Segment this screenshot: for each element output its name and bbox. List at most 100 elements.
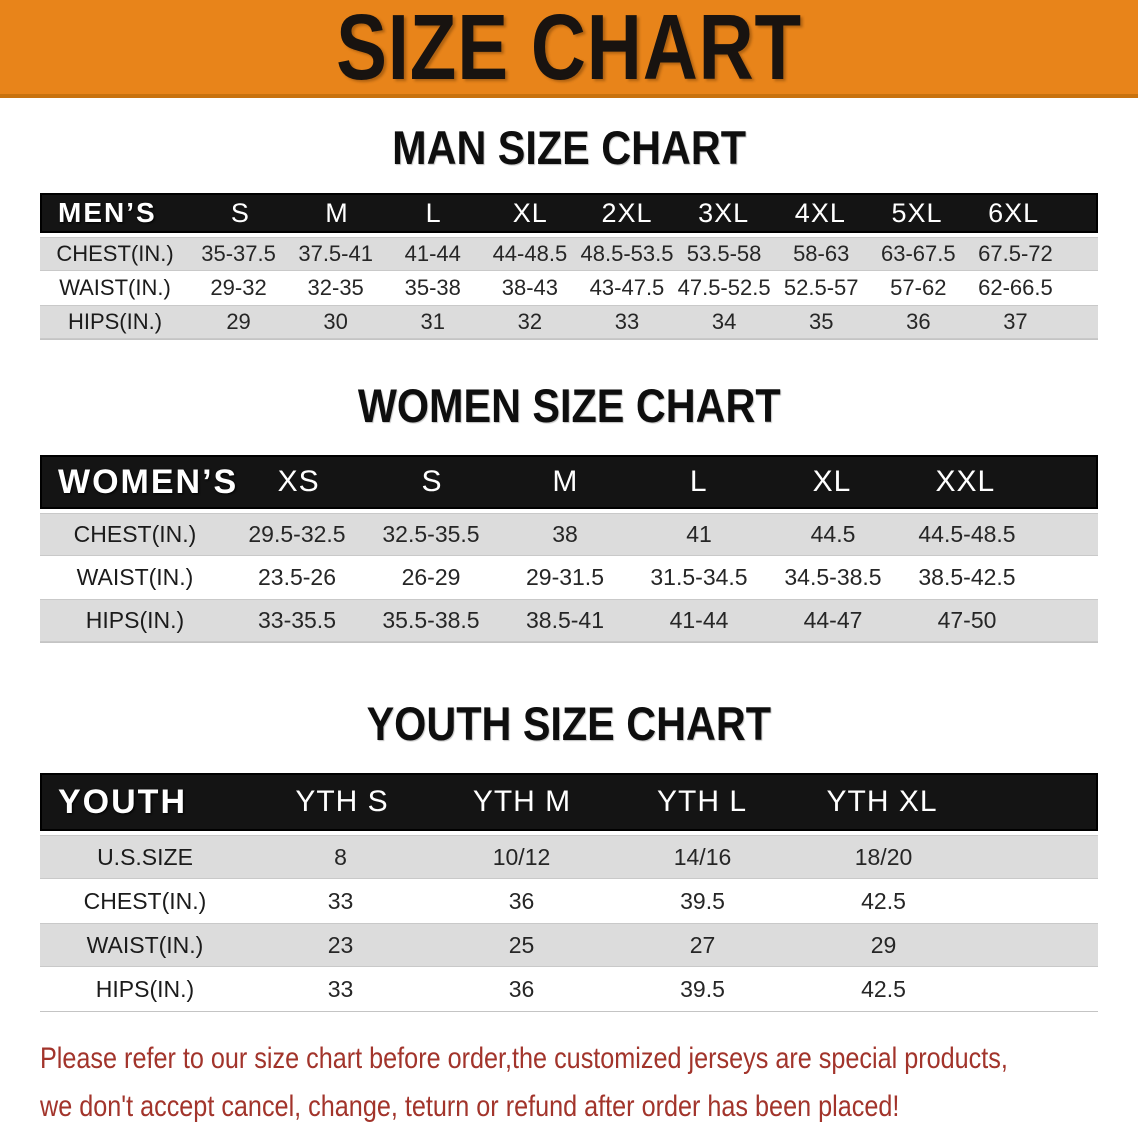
size-value: 33	[327, 975, 354, 1002]
size-value: 47-50	[937, 607, 997, 633]
table-row: WAIST(IN.) 23.5-26 26-29 29-31.5 31.5-34.5 34…	[40, 556, 1098, 599]
size-value: 33	[614, 309, 640, 334]
size-value: 38.5-41	[525, 607, 604, 633]
size-column-header: L	[425, 197, 442, 228]
size-value: 32.5-35.5	[382, 521, 480, 547]
row-label: WAIST(IN.)	[76, 564, 194, 590]
size-value: 37	[1003, 309, 1028, 334]
size-column-header: M	[325, 197, 349, 228]
size-value: 35-38	[404, 275, 461, 300]
size-column-header: 6XL	[988, 197, 1040, 228]
size-value: 38	[552, 521, 578, 547]
size-column-header: YTH L	[656, 785, 748, 818]
table-header-label: YOUTH	[58, 782, 187, 821]
women-size-table: WOMEN’S XS S M L XL XXL CHEST(IN.) 29.5-32.5 32.5…	[40, 455, 1098, 643]
size-value: 35-37.5	[201, 241, 276, 266]
size-value: 36	[508, 975, 535, 1002]
size-value: 23	[327, 931, 354, 958]
size-value: 35.5-38.5	[382, 607, 480, 633]
size-value: 52.5-57	[783, 275, 859, 300]
size-value: 29	[870, 931, 897, 958]
size-value: 63-67.5	[881, 241, 956, 266]
size-value: 38.5-42.5	[918, 564, 1016, 590]
row-label: U.S.SIZE	[97, 843, 193, 870]
size-value: 42.5	[861, 887, 906, 914]
size-value: 37.5-41	[298, 241, 373, 266]
row-label: WAIST(IN.)	[86, 931, 204, 958]
size-value: 58-63	[793, 241, 850, 266]
size-value: 41-44	[404, 241, 461, 266]
size-value: 8	[334, 843, 347, 870]
size-value: 53.5-58	[686, 241, 762, 266]
size-column-header: S	[421, 465, 443, 498]
size-value: 44-48.5	[492, 241, 568, 266]
size-value: 47.5-52.5	[677, 275, 771, 300]
size-value: 35	[808, 309, 834, 334]
size-column-header: YTH XL	[826, 785, 938, 818]
size-column-header: XS	[277, 465, 320, 498]
table-row: WAIST(IN.) 23 25 27 29	[40, 923, 1098, 967]
size-value: 44.5	[810, 521, 856, 547]
size-column-header: 5XL	[891, 197, 943, 228]
size-column-header: M	[552, 465, 579, 498]
size-value: 39.5	[680, 887, 725, 914]
size-value: 57-62	[890, 275, 947, 300]
size-value: 44.5-48.5	[918, 521, 1016, 547]
size-value: 62-66.5	[978, 275, 1053, 300]
women-section-heading: WOMEN SIZE CHART	[357, 379, 781, 432]
table-row: CHEST(IN.) 29.5-32.5 32.5-35.5 38 41 44.5 44.5…	[40, 513, 1098, 556]
men-section-heading: MAN SIZE CHART	[392, 121, 746, 174]
size-value: 41-44	[669, 607, 729, 633]
size-column-header: L	[689, 465, 708, 498]
size-value: 29-31.5	[525, 564, 604, 590]
banner: SIZE CHART	[0, 0, 1138, 98]
size-value: 43-47.5	[589, 275, 665, 300]
size-value: 36	[508, 887, 535, 914]
size-value: 39.5	[680, 975, 725, 1002]
disclaimer-line-1: Please refer to our size chart before or…	[40, 1042, 1008, 1075]
row-label: HIPS(IN.)	[67, 309, 163, 334]
size-value: 48.5-53.5	[580, 241, 674, 266]
size-value: 29.5-32.5	[248, 521, 346, 547]
size-value: 34.5-38.5	[784, 564, 882, 590]
table-header-label: MEN’S	[58, 197, 157, 228]
table-row: CHEST(IN.) 35-37.5 37.5-41 41-44 44-48.5 48.5…	[40, 237, 1098, 271]
row-label: CHEST(IN.)	[56, 241, 174, 266]
size-value: 31	[420, 309, 446, 334]
size-value: 29-32	[210, 275, 267, 300]
row-label: HIPS(IN.)	[95, 975, 195, 1002]
table-row: U.S.SIZE 8 10/12 14/16 18/20	[40, 835, 1098, 879]
size-column-header: XL	[512, 197, 548, 228]
size-value: 33	[327, 887, 354, 914]
size-value: 42.5	[861, 975, 906, 1002]
table-row: WAIST(IN.) 29-32 32-35 35-38 38-43 43-47.5 47.…	[40, 271, 1098, 305]
size-column-header: 3XL	[698, 197, 750, 228]
size-value: 23.5-26	[257, 564, 336, 590]
size-value: 30	[323, 309, 348, 334]
size-column-header: 2XL	[601, 197, 653, 228]
table-row: CHEST(IN.) 33 36 39.5 42.5	[40, 879, 1098, 923]
size-value: 32-35	[307, 275, 364, 300]
size-value: 18/20	[854, 843, 913, 870]
table-row: HIPS(IN.) 33 36 39.5 42.5	[40, 967, 1098, 1011]
disclaimer: Please refer to our size chart before or…	[40, 1035, 1138, 1131]
table-header-row: YOUTH YTH S YTH M YTH L YTH XL	[40, 773, 1098, 831]
disclaimer-line-2: we don't accept cancel, change, teturn o…	[40, 1090, 900, 1123]
table-row: HIPS(IN.) 29 30 31 32 33 34 35 36 37	[40, 305, 1098, 339]
men-section: MAN SIZE CHART	[0, 124, 1138, 171]
size-value: 26-29	[401, 564, 461, 590]
women-section: WOMEN SIZE CHART	[0, 382, 1138, 429]
size-value: 32	[517, 309, 543, 334]
size-value: 34	[711, 309, 737, 334]
table-header-label: WOMEN’S	[58, 462, 239, 501]
size-value: 25	[508, 931, 535, 958]
youth-section: YOUTH SIZE CHART	[0, 700, 1138, 747]
size-column-header: 4XL	[794, 197, 846, 228]
table-row: HIPS(IN.) 33-35.5 35.5-38.5 38.5-41 41-44 44-…	[40, 599, 1098, 642]
size-column-header: XL	[812, 465, 852, 498]
table-header-row: MEN’S S M L XL 2XL 3XL 4XL 5XL 6XL	[40, 193, 1098, 233]
size-value: 41	[686, 521, 712, 547]
banner-title: SIZE CHART	[336, 0, 802, 99]
size-value: 44-47	[803, 607, 863, 633]
row-label: CHEST(IN.)	[73, 521, 197, 547]
